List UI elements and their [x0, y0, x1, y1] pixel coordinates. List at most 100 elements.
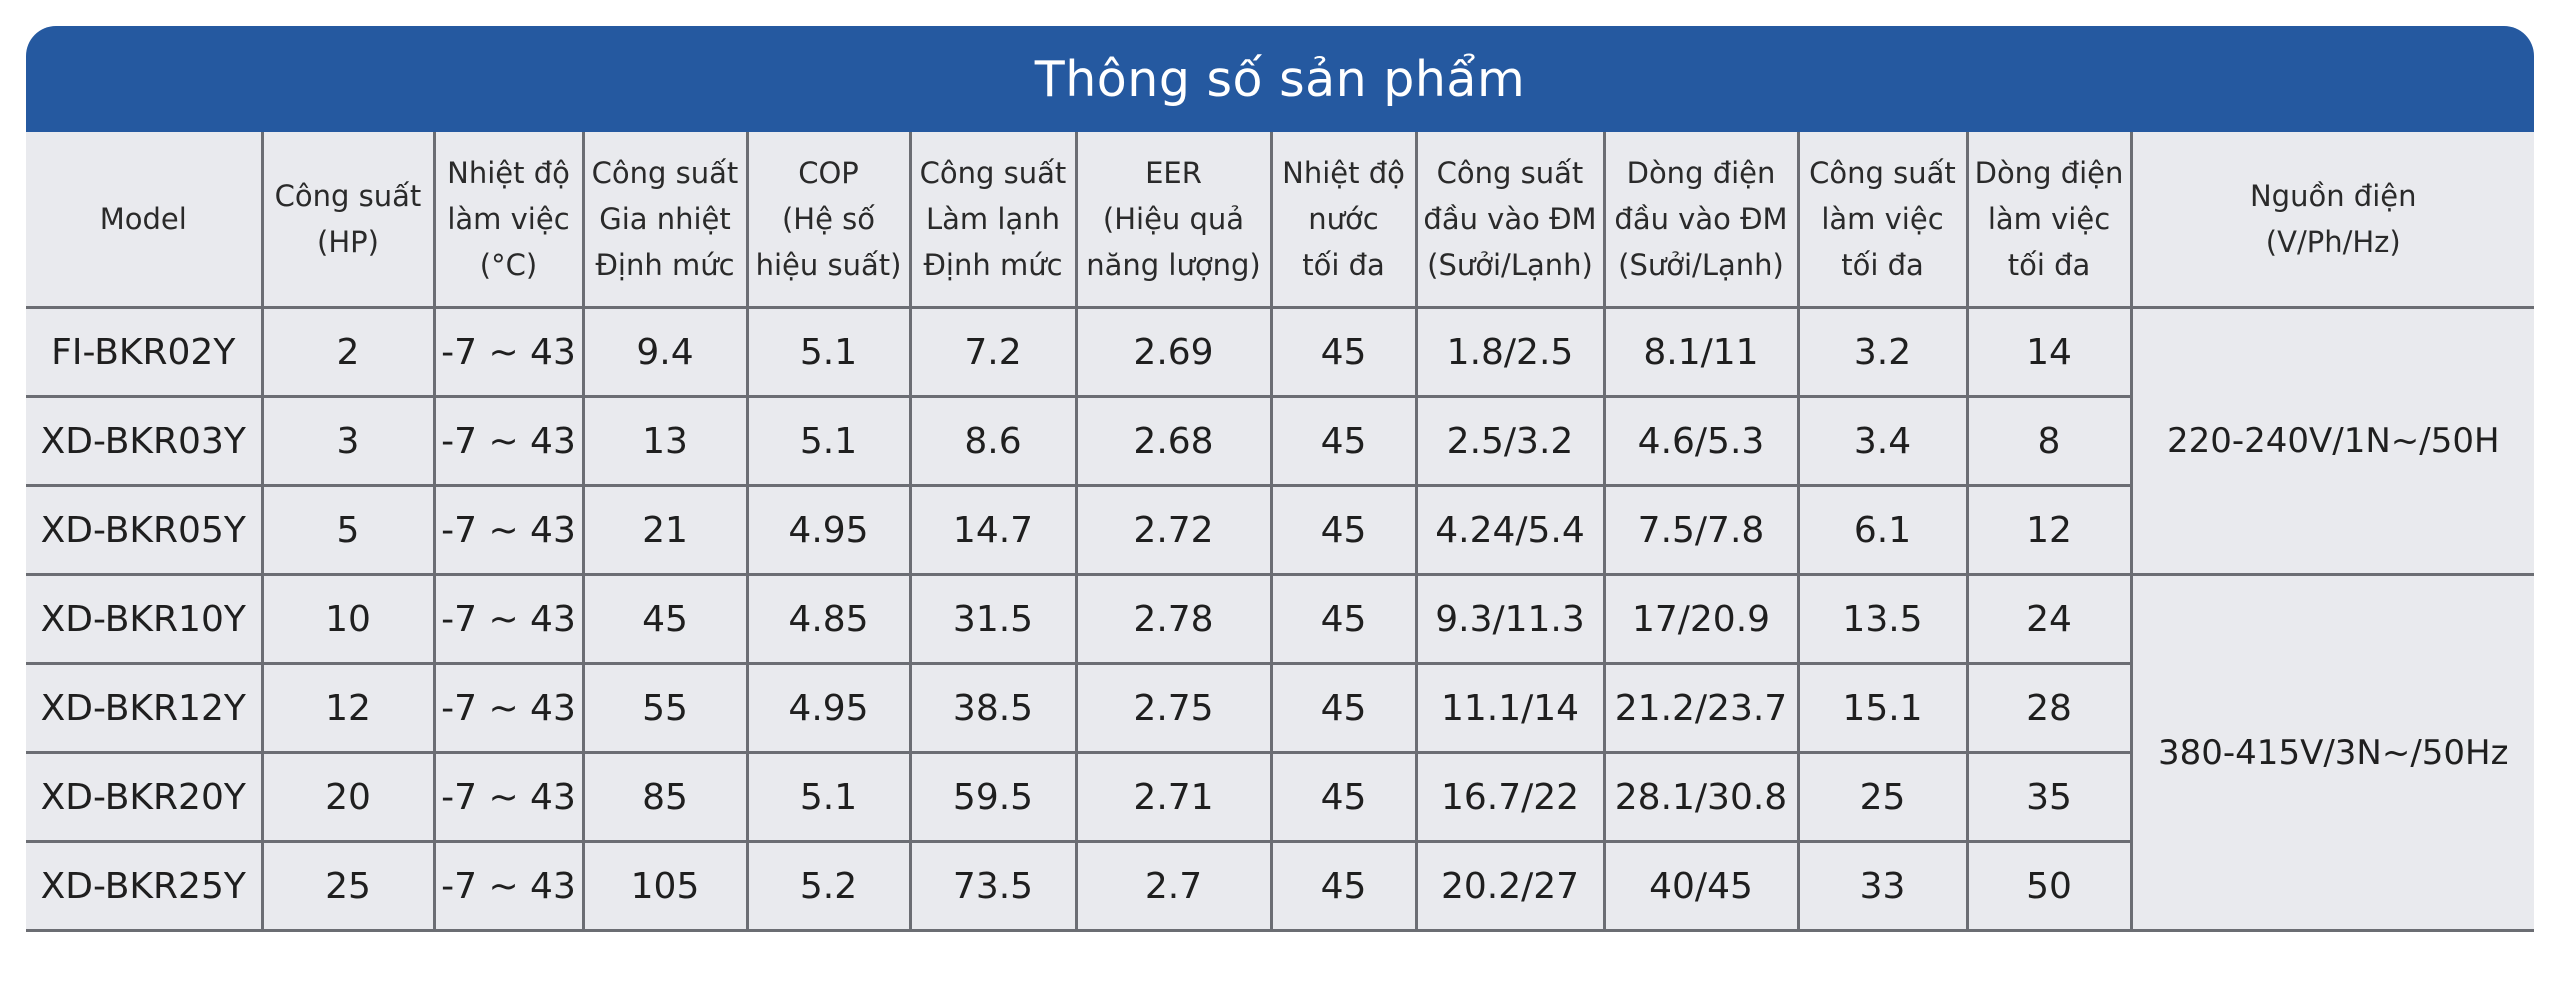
cell-heating-capacity: 9.4	[581, 306, 749, 398]
cell-rated-input-power: 2.5/3.2	[1414, 395, 1606, 487]
cell-capacity-hp: 2	[260, 306, 436, 398]
cell-cooling-capacity: 38.5	[908, 662, 1078, 754]
cell-eer: 2.7	[1074, 840, 1273, 932]
title-banner: Thông số sản phẩm	[26, 26, 2534, 132]
cell-working-temp: -7 ~ 43	[432, 573, 585, 665]
cell-rated-input-power: 16.7/22	[1414, 751, 1606, 843]
table-row: XD-BKR20Y 20 -7 ~ 43 85 5.1 59.5 2.71 45 16.7/22…	[26, 751, 2534, 843]
cell-working-temp: -7 ~ 43	[432, 751, 585, 843]
col-header-cooling-capacity: Công suất Làm lạnh Định mức	[908, 132, 1078, 309]
cell-rated-input-power: 1.8/2.5	[1414, 306, 1606, 398]
cell-max-working-current: 24	[1965, 573, 2133, 665]
cell-capacity-hp: 25	[260, 840, 436, 932]
table-row: XD-BKR05Y 5 -7 ~ 43 21 4.95 14.7 2.72 45 4.24/5.…	[26, 484, 2534, 576]
cell-max-working-current: 28	[1965, 662, 2131, 754]
cell-rated-input-current: 7.5/7.8	[1602, 484, 1800, 576]
cell-eer: 2.68	[1074, 395, 1273, 487]
cell-max-water-temp: 45	[1269, 306, 1418, 398]
cell-max-working-power: 25	[1796, 751, 1969, 843]
cell-working-temp: -7 ~ 43	[432, 306, 585, 398]
cell-cooling-capacity: 8.6	[908, 395, 1078, 487]
cell-max-working-power: 6.1	[1796, 484, 1969, 576]
cell-max-working-power: 33	[1796, 840, 1969, 932]
spec-table: Model Công suất (HP) Nhiệt độ làm việc (…	[26, 132, 2534, 932]
cell-max-working-power: 3.4	[1796, 395, 1969, 487]
cell-eer: 2.75	[1074, 662, 1273, 754]
cell-heating-capacity: 21	[581, 484, 749, 576]
cell-max-working-current: 12	[1965, 484, 2131, 576]
cell-cooling-capacity: 14.7	[908, 484, 1078, 576]
cell-heating-capacity: 105	[581, 840, 749, 932]
cell-max-water-temp: 45	[1269, 484, 1418, 576]
page-title: Thông số sản phẩm	[1034, 50, 1526, 108]
cell-cop: 4.85	[745, 573, 912, 665]
cell-rated-input-power: 4.24/5.4	[1414, 484, 1606, 576]
cell-cop: 5.1	[745, 306, 912, 398]
cell-model: XD-BKR03Y	[26, 395, 264, 487]
cell-cop: 5.1	[745, 751, 912, 843]
col-header-capacity-hp: Công suất (HP)	[260, 132, 436, 309]
col-header-working-temp: Nhiệt độ làm việc (°C)	[432, 132, 585, 309]
cell-max-working-power: 3.2	[1796, 306, 1969, 398]
cell-model: XD-BKR05Y	[26, 484, 264, 576]
cell-max-water-temp: 45	[1269, 573, 1418, 665]
cell-max-working-current: 8	[1965, 395, 2131, 487]
cell-max-water-temp: 45	[1269, 395, 1418, 487]
cell-model: FI-BKR02Y	[26, 306, 264, 398]
cell-rated-input-current: 28.1/30.8	[1602, 751, 1800, 843]
cell-working-temp: -7 ~ 43	[432, 484, 585, 576]
cell-heating-capacity: 13	[581, 395, 749, 487]
cell-power-source: 380-415V/3N~/50Hz	[2129, 573, 2534, 932]
cell-cooling-capacity: 59.5	[908, 751, 1078, 843]
col-header-max-working-current: Dòng điện làm việc tối đa	[1965, 132, 2133, 309]
cell-rated-input-current: 4.6/5.3	[1602, 395, 1800, 487]
cell-model: XD-BKR10Y	[26, 573, 264, 665]
cell-working-temp: -7 ~ 43	[432, 395, 585, 487]
cell-rated-input-current: 17/20.9	[1602, 573, 1800, 665]
cell-working-temp: -7 ~ 43	[432, 662, 585, 754]
cell-heating-capacity: 85	[581, 751, 749, 843]
cell-capacity-hp: 5	[260, 484, 436, 576]
cell-max-working-current: 35	[1965, 751, 2131, 843]
cell-max-working-power: 15.1	[1796, 662, 1969, 754]
cell-model: XD-BKR12Y	[26, 662, 264, 754]
cell-eer: 2.71	[1074, 751, 1273, 843]
cell-cooling-capacity: 31.5	[908, 573, 1078, 665]
cell-eer: 2.69	[1074, 306, 1273, 398]
table-row: XD-BKR10Y 10 -7 ~ 43 45 4.85 31.5 2.78 45 9.3/11…	[26, 573, 2534, 932]
cell-max-working-power: 13.5	[1796, 573, 1969, 665]
cell-cop: 5.1	[745, 395, 912, 487]
cell-max-water-temp: 45	[1269, 662, 1418, 754]
cell-capacity-hp: 3	[260, 395, 436, 487]
table-row: FI-BKR02Y 2 -7 ~ 43 9.4 5.1 7.2 2.69 45 1.8/2.5 8…	[26, 306, 2534, 576]
cell-heating-capacity: 45	[581, 573, 749, 665]
cell-cop: 4.95	[745, 662, 912, 754]
header-row: Model Công suất (HP) Nhiệt độ làm việc (…	[26, 132, 2534, 309]
cell-rated-input-power: 9.3/11.3	[1414, 573, 1606, 665]
cell-cooling-capacity: 73.5	[908, 840, 1078, 932]
cell-max-working-current: 50	[1965, 840, 2131, 932]
col-header-cop: COP (Hệ số hiệu suất)	[745, 132, 912, 309]
cell-working-temp: -7 ~ 43	[432, 840, 585, 932]
cell-eer: 2.78	[1074, 573, 1273, 665]
cell-eer: 2.72	[1074, 484, 1273, 576]
cell-rated-input-current: 40/45	[1602, 840, 1800, 932]
col-header-max-working-power: Công suất làm việc tối đa	[1796, 132, 1969, 309]
cell-max-water-temp: 45	[1269, 751, 1418, 843]
col-header-heating-capacity: Công suất Gia nhiệt Định mức	[581, 132, 749, 309]
col-header-max-water-temp: Nhiệt độ nước tối đa	[1269, 132, 1418, 309]
cell-rated-input-power: 20.2/27	[1414, 840, 1606, 932]
cell-rated-input-current: 8.1/11	[1602, 306, 1800, 398]
cell-cop: 4.95	[745, 484, 912, 576]
table-row: XD-BKR03Y 3 -7 ~ 43 13 5.1 8.6 2.68 45 2.5/3.2 4.…	[26, 395, 2534, 487]
col-header-eer: EER (Hiệu quả năng lượng)	[1074, 132, 1273, 309]
cell-rated-input-power: 11.1/14	[1414, 662, 1606, 754]
col-header-rated-input-power: Công suất đầu vào ĐM (Sưởi/Lạnh)	[1414, 132, 1606, 309]
cell-cooling-capacity: 7.2	[908, 306, 1078, 398]
cell-max-water-temp: 45	[1269, 840, 1418, 932]
spec-table-body: FI-BKR02Y 2 -7 ~ 43 9.4 5.1 7.2 2.69 45 1.8/2.5 8…	[26, 306, 2534, 932]
table-row: XD-BKR25Y 25 -7 ~ 43 105 5.2 73.5 2.7 45 20.2/27…	[26, 840, 2534, 932]
cell-capacity-hp: 12	[260, 662, 436, 754]
table-row: XD-BKR12Y 12 -7 ~ 43 55 4.95 38.5 2.75 45 11.1/1…	[26, 662, 2534, 754]
col-header-model: Model	[26, 132, 264, 309]
